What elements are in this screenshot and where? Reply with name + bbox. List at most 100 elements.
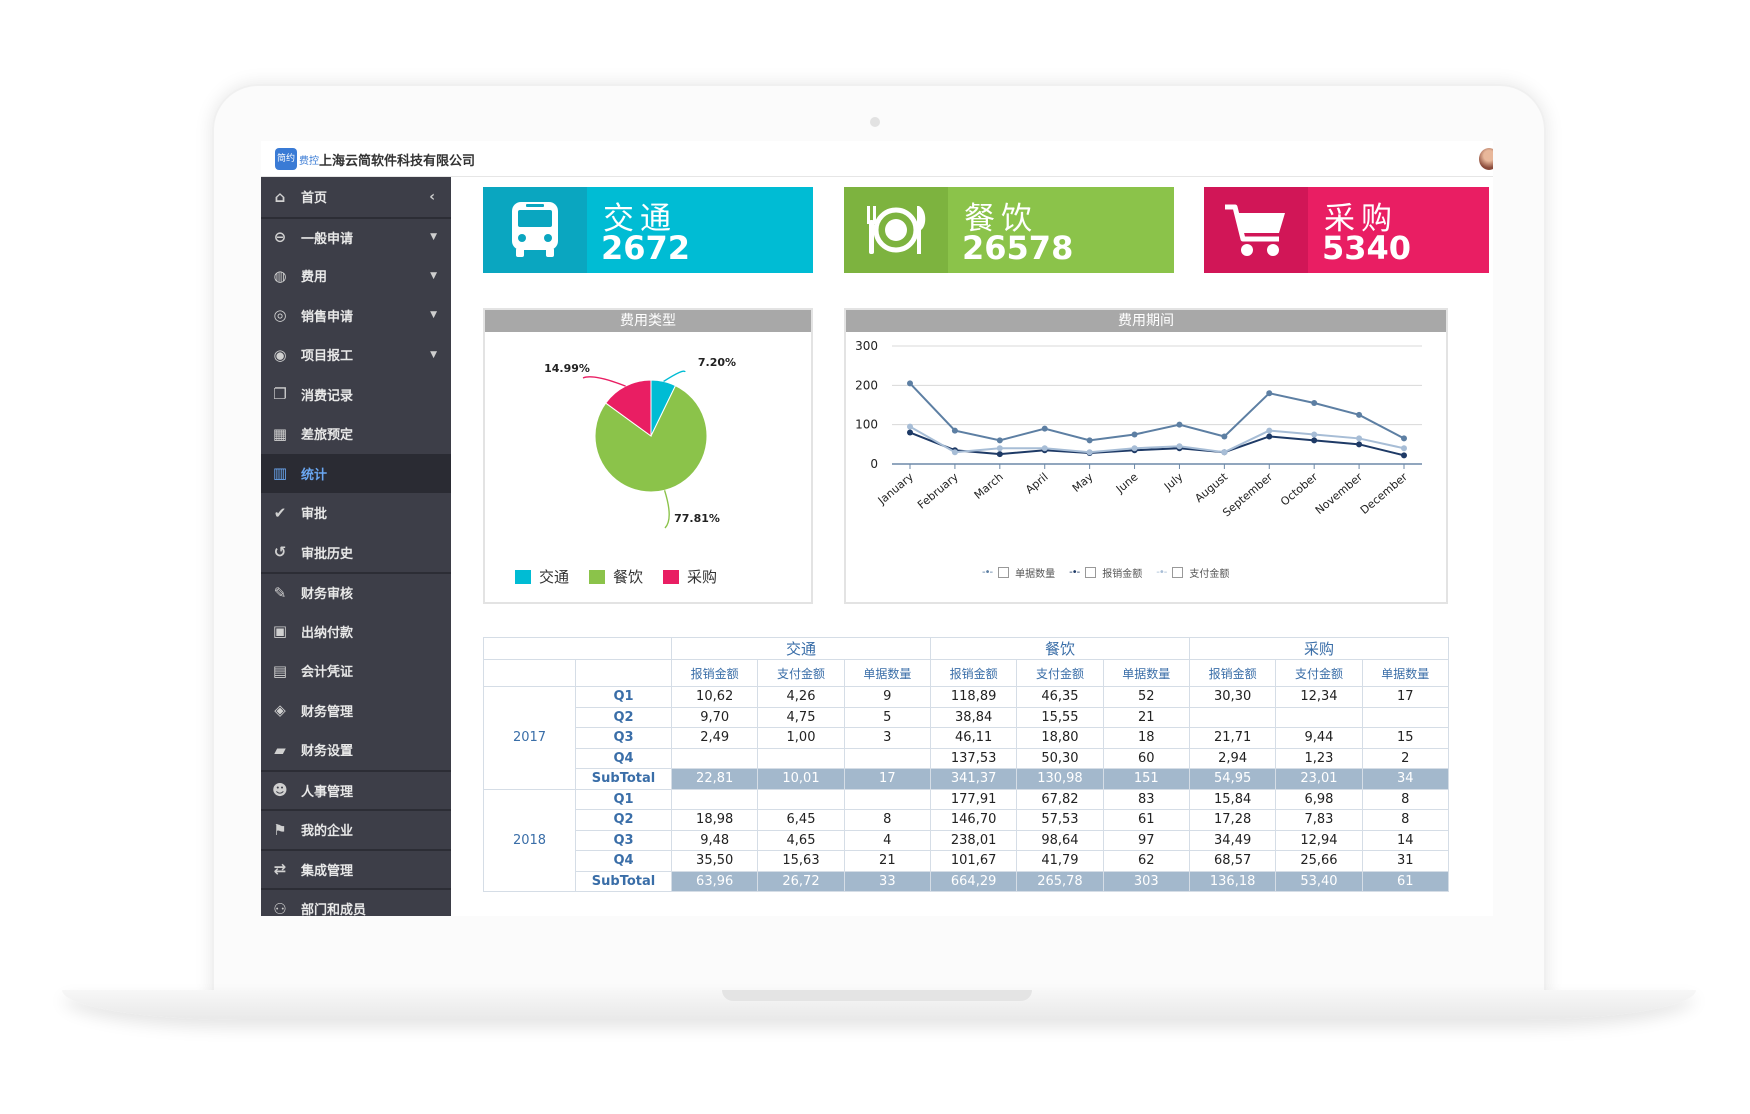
chevron-down-icon: ▼ bbox=[430, 232, 437, 243]
series-2-point-10 bbox=[1356, 435, 1363, 442]
pie-legend-item[interactable]: 交通 bbox=[515, 566, 569, 587]
value-cell: 9,48 bbox=[670, 829, 759, 851]
tile-traffic[interactable]: 交通 2672 bbox=[483, 187, 813, 273]
series-2-point-3 bbox=[1041, 445, 1048, 452]
flag-icon: ⚑ bbox=[273, 820, 287, 839]
table-row: Q4 137,53 50,30 60 2,94 1,23 2 bbox=[484, 747, 1450, 769]
chevron-left-icon[interactable]: ‹ bbox=[429, 188, 435, 205]
x-tick-label: October bbox=[1278, 470, 1320, 509]
users-icon: ☻ bbox=[272, 781, 288, 800]
sidebar-item-label: 销售申请 bbox=[301, 309, 354, 325]
sidebar-item-7[interactable]: ▥ 统计 bbox=[261, 453, 451, 493]
sidebar-item-1[interactable]: ⊖ 一般申请 ▼ bbox=[261, 216, 451, 257]
sidebar-item-14[interactable]: ▰ 财务设置 bbox=[261, 730, 451, 770]
sidebar-item-17[interactable]: ⇄ 集成管理 bbox=[261, 848, 451, 889]
brand-logo[interactable]: 简约 bbox=[275, 148, 297, 170]
quarter-cell: Q2 bbox=[575, 706, 672, 728]
subtotal-cell: 303 bbox=[1102, 870, 1190, 892]
value-cell: 7,83 bbox=[1275, 809, 1363, 831]
sidebar-item-12[interactable]: ▤ 会计凭证 bbox=[261, 651, 451, 691]
sidebar-item-label: 统计 bbox=[301, 467, 328, 483]
legend-checkbox[interactable] bbox=[998, 567, 1010, 578]
sidebar-item-5[interactable]: ❐ 消费记录 bbox=[261, 375, 451, 415]
pie-chart: 7.20% 77.81% 14.99% bbox=[544, 356, 736, 529]
line-legend-item[interactable]: -•- 报销金额 bbox=[1069, 565, 1142, 580]
value-cell: 101,67 bbox=[929, 850, 1018, 872]
tile-purchase[interactable]: 采购 5340 bbox=[1204, 187, 1489, 273]
legend-checkbox[interactable] bbox=[1085, 567, 1097, 578]
series-0-point-5 bbox=[1131, 431, 1138, 438]
value-cell: 21,71 bbox=[1188, 727, 1277, 749]
legend-marker: -•- bbox=[1069, 567, 1080, 578]
sidebar-item-15[interactable]: ☻ 人事管理 bbox=[261, 769, 451, 810]
sidebar-item-11[interactable]: ▣ 出纳付款 bbox=[261, 612, 451, 652]
chevron-down-icon: ▼ bbox=[430, 310, 437, 321]
series-0-point-8 bbox=[1266, 390, 1273, 397]
tile-food[interactable]: 餐饮 26578 bbox=[844, 187, 1174, 273]
quarter-cell: Q1 bbox=[575, 686, 672, 708]
value-cell: 21 bbox=[1102, 706, 1190, 728]
line-legend-item[interactable]: -•- 支付金额 bbox=[1156, 565, 1229, 580]
pie-legend-item[interactable]: 采购 bbox=[663, 566, 717, 587]
value-cell: 12,94 bbox=[1275, 829, 1363, 851]
sidebar-item-6[interactable]: ▦ 差旅预定 bbox=[261, 414, 451, 454]
series-line-1 bbox=[909, 431, 1405, 457]
subtotal-cell: 22,81 bbox=[670, 768, 759, 790]
subtotal-cell: 130,98 bbox=[1016, 768, 1104, 790]
value-cell bbox=[757, 747, 845, 769]
bus-icon bbox=[483, 187, 587, 273]
series-0-point-3 bbox=[1041, 425, 1048, 432]
app-screen: 简约 费控 上海云简软件科技有限公司 ⌂ 首页 ‹ ⊖ 一般申请 ▼ ◍ 费用 ▼ ◎ 销售申请 ▼ ◉… bbox=[261, 141, 1493, 916]
dining-icon bbox=[844, 187, 948, 273]
legend-marker: -•- bbox=[982, 567, 993, 578]
sidebar-item-4[interactable]: ◉ 项目报工 ▼ bbox=[261, 335, 451, 375]
value-cell: 118,89 bbox=[929, 686, 1018, 708]
series-1-point-0 bbox=[907, 429, 913, 436]
x-tick-label: November bbox=[1313, 470, 1366, 517]
value-cell: 34,49 bbox=[1188, 829, 1277, 851]
value-cell: 2,94 bbox=[1188, 747, 1277, 769]
series-0-point-4 bbox=[1086, 437, 1093, 444]
sidebar-item-label: 消费记录 bbox=[301, 388, 354, 404]
sidebar-item-label: 财务管理 bbox=[301, 704, 354, 720]
money-icon: ◍ bbox=[273, 266, 287, 285]
user-avatar[interactable] bbox=[1479, 148, 1493, 170]
line-legend: -•- 单据数量 -•- 报销金额 -•- 支付金额 bbox=[982, 565, 1229, 580]
quarter-cell: Q2 bbox=[575, 809, 672, 831]
sidebar-item-3[interactable]: ◎ 销售申请 ▼ bbox=[261, 296, 451, 336]
sidebar-item-label: 财务审核 bbox=[301, 587, 354, 603]
year-cell: 2017 bbox=[483, 686, 576, 790]
sidebar-item-8[interactable]: ✔ 审批 bbox=[261, 493, 451, 533]
sidebar-item-18[interactable]: ⚇ 部门和成员 bbox=[261, 888, 451, 916]
subtotal-label: SubTotal bbox=[575, 768, 672, 790]
book-icon: ▰ bbox=[274, 740, 286, 759]
legend-swatch bbox=[589, 569, 606, 584]
sidebar-item-10[interactable]: ✎ 财务审核 bbox=[261, 572, 451, 612]
column-header-row: 报销金额 支付金额 单据数量 报销金额 支付金额 单据数量 报销金额 支付金额 单据数量 bbox=[483, 659, 1450, 687]
value-cell bbox=[1275, 706, 1363, 728]
value-cell: 98,64 bbox=[1016, 829, 1104, 851]
subtotal-cell: 33 bbox=[843, 870, 931, 892]
sidebar-item-2[interactable]: ◍ 费用 ▼ bbox=[261, 256, 451, 296]
expense-period-panel: 费用期间 0 100 200 300 January February March April… bbox=[844, 308, 1448, 604]
group-header: 餐饮 bbox=[929, 637, 1190, 660]
value-cell: 146,70 bbox=[929, 809, 1018, 831]
sidebar-item-label: 出纳付款 bbox=[301, 625, 354, 641]
sidebar-item-label: 项目报工 bbox=[301, 349, 354, 365]
value-cell: 1,00 bbox=[757, 727, 845, 749]
expense-type-title: 费用类型 bbox=[485, 310, 811, 332]
value-cell: 60 bbox=[1102, 747, 1190, 769]
sidebar-item-9[interactable]: ↺ 审批历史 bbox=[261, 533, 451, 573]
legend-checkbox[interactable] bbox=[1172, 567, 1184, 578]
sidebar-item-0[interactable]: ⌂ 首页 ‹ bbox=[261, 177, 451, 217]
pie-legend-item[interactable]: 餐饮 bbox=[589, 566, 643, 587]
x-tick-label: August bbox=[1192, 470, 1230, 505]
sidebar-item-16[interactable]: ⚑ 我的企业 bbox=[261, 809, 451, 849]
value-cell: 97 bbox=[1102, 829, 1190, 851]
value-cell: 4,26 bbox=[757, 686, 845, 708]
value-cell: 6,98 bbox=[1275, 788, 1363, 810]
sidebar-item-13[interactable]: ◈ 财务管理 bbox=[261, 691, 451, 731]
sidebar-item-label: 费用 bbox=[301, 270, 328, 286]
pie-leader-0 bbox=[663, 370, 686, 383]
line-legend-item[interactable]: -•- 单据数量 bbox=[982, 565, 1055, 580]
